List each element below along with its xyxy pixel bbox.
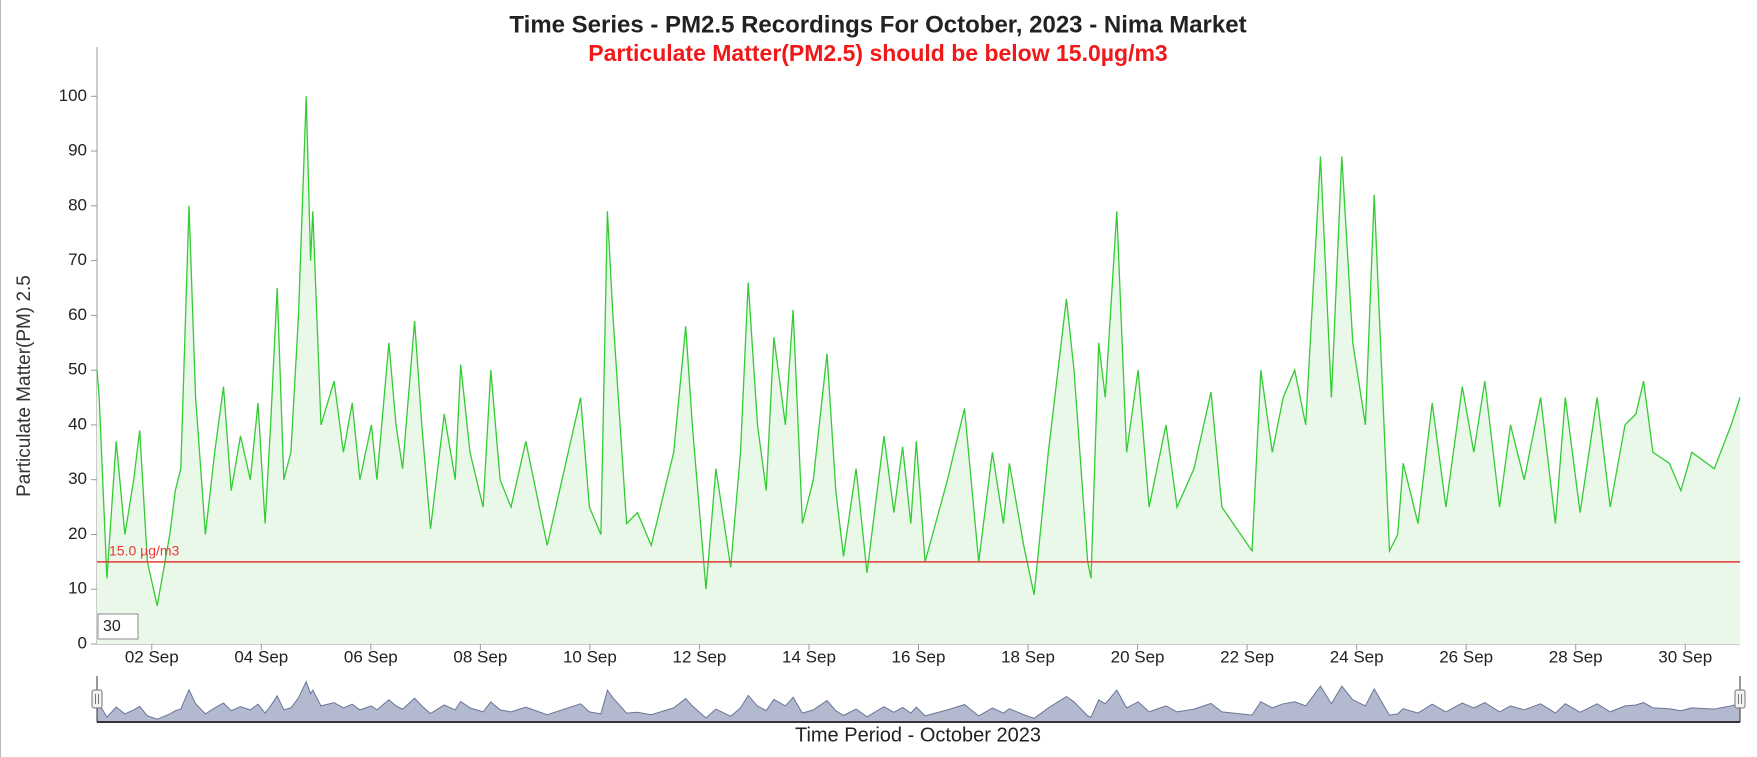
x-tick-label: 14 Sep: [782, 647, 836, 666]
x-tick-label: 20 Sep: [1111, 647, 1165, 666]
navigator-series: [96, 680, 1741, 723]
x-tick-label: 04 Sep: [234, 647, 288, 666]
x-tick-label: 28 Sep: [1549, 647, 1603, 666]
series-line: [96, 96, 1741, 606]
y-axis-label: Particulate Matter(PM) 2.5: [14, 275, 35, 497]
y-tick-label: 0: [78, 633, 87, 652]
navigator-handle-right[interactable]: [1734, 689, 1746, 709]
y-tick-label: 30: [68, 469, 87, 488]
x-tick-label: 12 Sep: [672, 647, 726, 666]
x-tick-label: 30 Sep: [1658, 647, 1712, 666]
x-tick-label: 06 Sep: [344, 647, 398, 666]
x-tick-label: 08 Sep: [453, 647, 507, 666]
y-tick-label: 70: [68, 250, 87, 269]
x-tick-label: 26 Sep: [1439, 647, 1493, 666]
x-tick-label: 18 Sep: [1001, 647, 1055, 666]
x-tick-label: 10 Sep: [563, 647, 617, 666]
range-input[interactable]: [97, 613, 139, 640]
y-tick-label: 40: [68, 414, 87, 433]
y-tick-label: 50: [68, 360, 87, 379]
y-tick-label: 90: [68, 141, 87, 160]
threshold-label: 15.0 µg/m3: [109, 543, 180, 559]
chart-subtitle: Particulate Matter(PM2.5) should be belo…: [588, 40, 1167, 66]
x-tick-label: 02 Sep: [125, 647, 179, 666]
navigator-handle-left[interactable]: [91, 689, 103, 709]
y-tick-label: 10: [68, 579, 87, 598]
y-tick-label: 100: [59, 86, 87, 105]
area-fill: [97, 96, 1740, 645]
chart-title: Time Series - PM2.5 Recordings For Octob…: [509, 11, 1246, 38]
y-tick-label: 80: [68, 195, 87, 214]
range-input-value: 30: [103, 618, 121, 635]
x-tick-label: 22 Sep: [1220, 647, 1274, 666]
y-tick-label: 20: [68, 524, 87, 543]
y-tick-label: 60: [68, 305, 87, 324]
x-axis-label: Time Period - October 2023: [795, 724, 1041, 746]
x-tick-label: 24 Sep: [1330, 647, 1384, 666]
x-tick-label: 16 Sep: [892, 647, 946, 666]
